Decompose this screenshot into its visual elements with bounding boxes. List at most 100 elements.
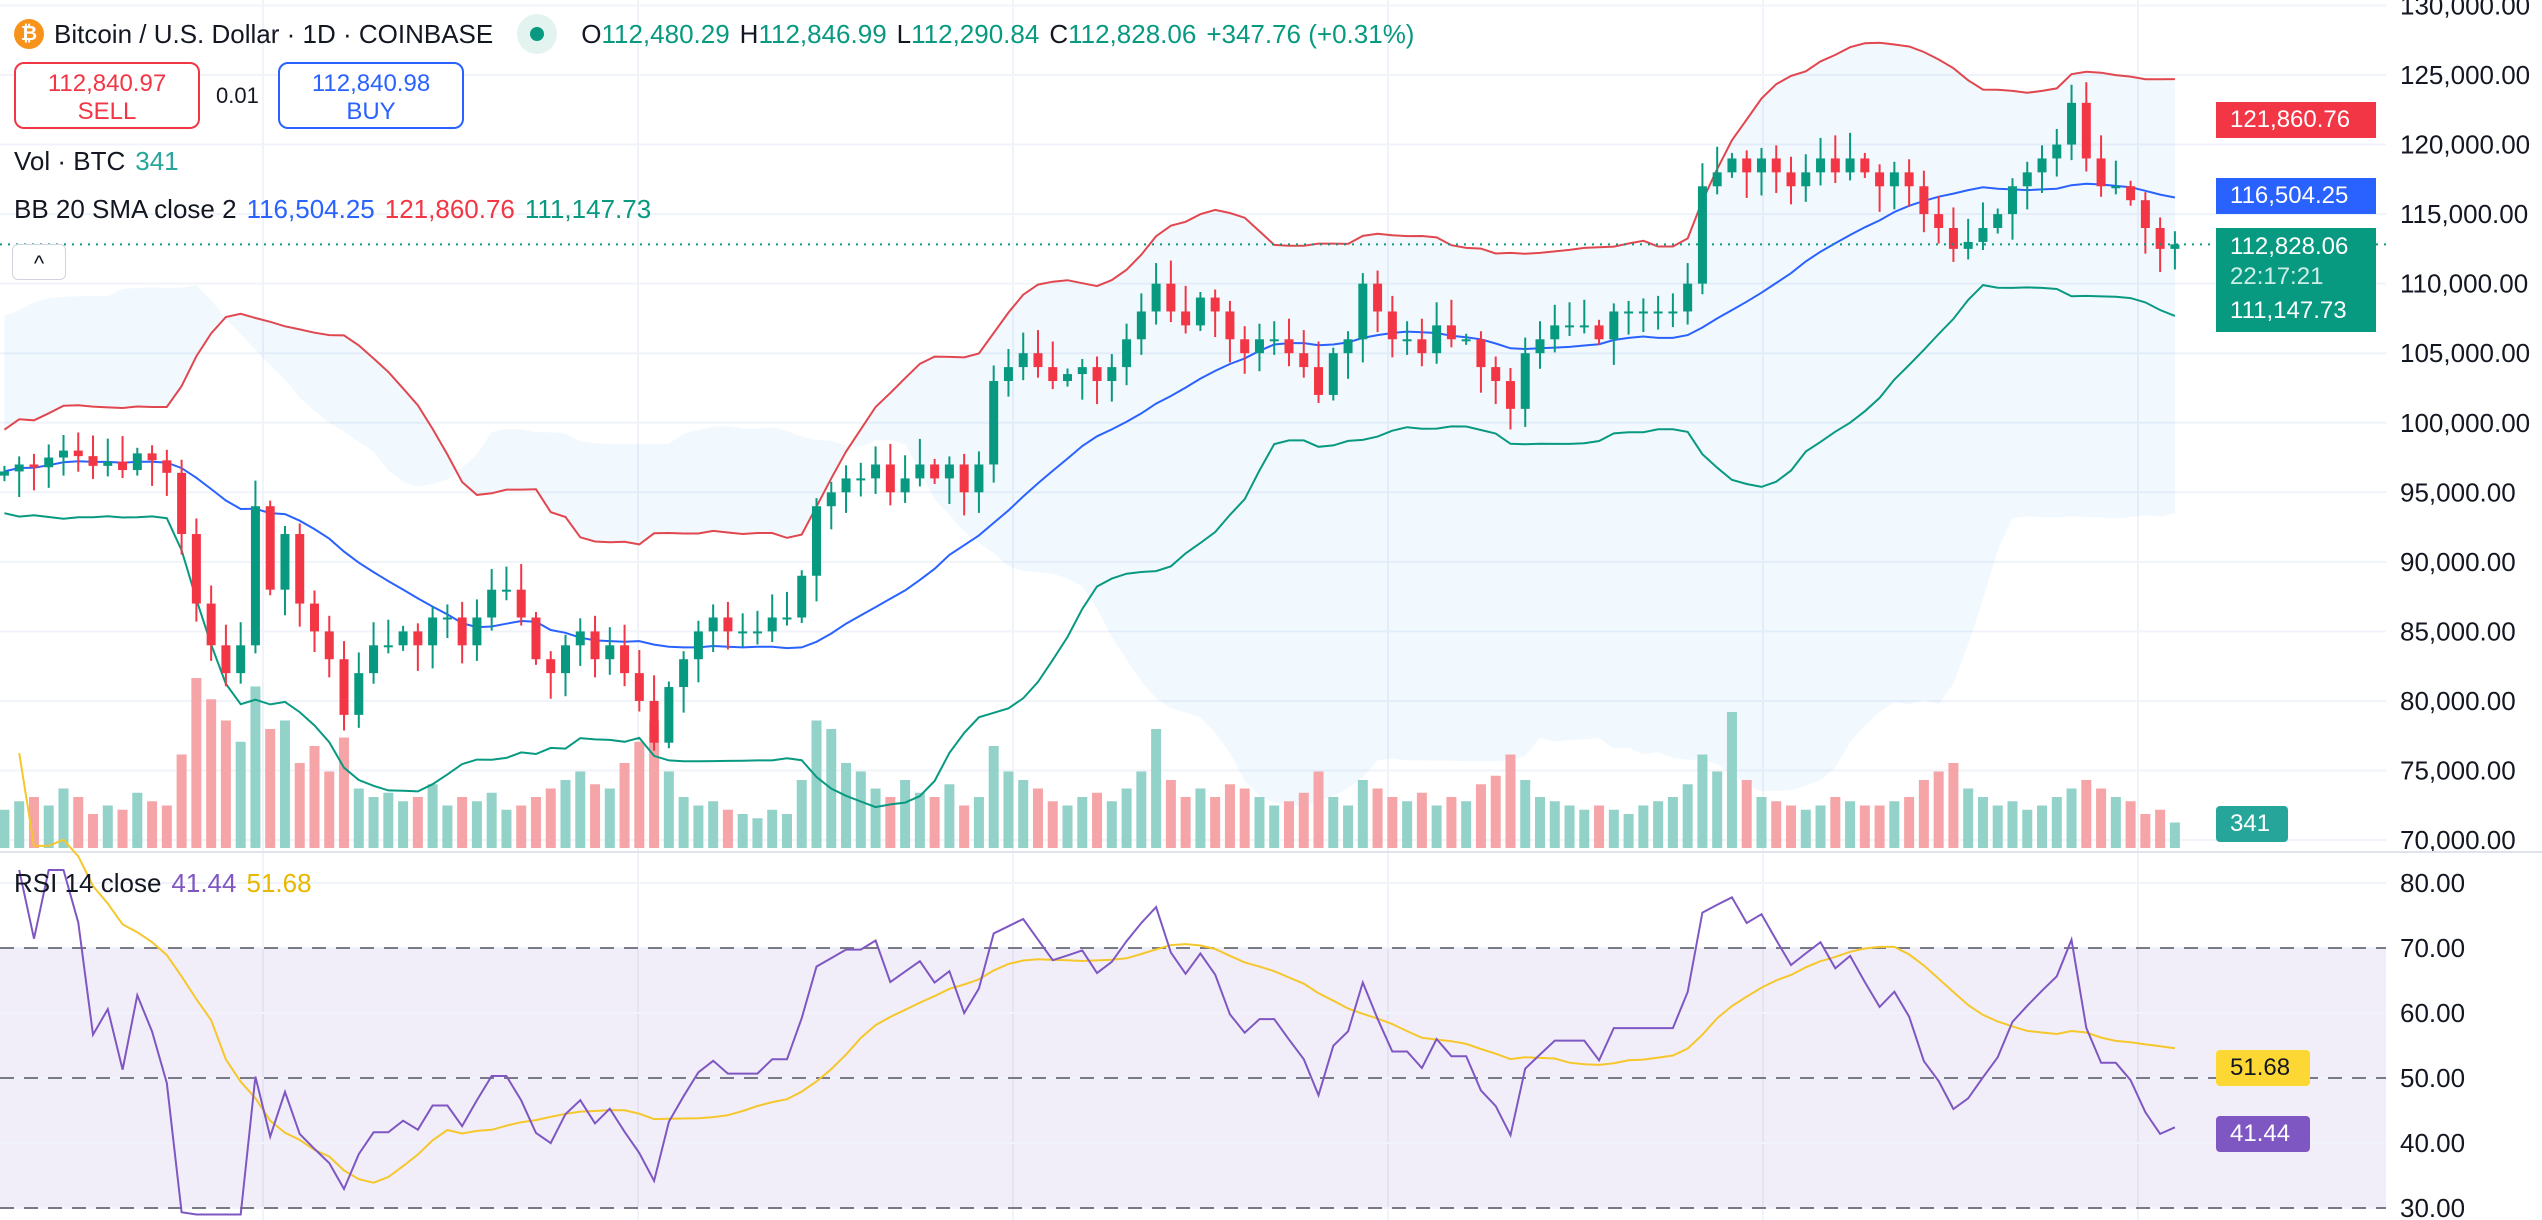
volume-bar [1313, 771, 1324, 848]
volume-bar [1151, 729, 1162, 848]
candle-body [1446, 325, 1456, 340]
price-axis-label: 130,000.00 [2400, 0, 2530, 20]
rsi-ma-tag: 51.68 [2216, 1050, 2310, 1086]
volume-bar [1077, 797, 1088, 848]
volume-bar [161, 805, 172, 848]
candle-body [103, 461, 113, 466]
change-value: +347.76 (+0.31%) [1206, 18, 1415, 49]
volume-bar [235, 741, 246, 848]
volume-bar [2066, 788, 2077, 848]
volume-bar [427, 784, 438, 848]
collapse-legend-button[interactable]: ^ [12, 244, 66, 280]
candle-body [236, 645, 246, 674]
candle-body [442, 617, 452, 620]
volume-bar [619, 763, 630, 848]
volume-bar [1845, 801, 1856, 848]
candle-body [1107, 367, 1117, 382]
volume-bar [250, 686, 261, 848]
volume-bar [1535, 797, 1545, 848]
volume-bar [870, 788, 881, 848]
candle-body [1978, 228, 1988, 242]
candle-body [206, 603, 216, 646]
volume-bar [220, 720, 231, 848]
candle-body [1299, 353, 1309, 368]
bb-upper-value: 121,860.76 [384, 194, 515, 224]
candle-body [1948, 228, 1958, 249]
price-axis-label: 70,000.00 [2400, 825, 2516, 855]
price-axis-label: 120,000.00 [2400, 130, 2530, 160]
candle-body [679, 659, 689, 688]
close-label: C [1049, 18, 1069, 49]
volume-bar [1195, 788, 1206, 848]
candle-body [221, 645, 231, 674]
candle-body [1210, 297, 1220, 312]
candle-body [1491, 367, 1501, 382]
rsi-label: RSI 14 close [14, 868, 162, 898]
sell-button[interactable]: 112,840.97 SELL [14, 62, 200, 129]
bb-label: BB 20 SMA close 2 [14, 194, 237, 224]
candle-body [177, 472, 187, 535]
candle-body [797, 575, 807, 618]
volume-bar [604, 788, 615, 848]
volume-bar [1712, 771, 1723, 848]
volume-bar [1667, 797, 1678, 848]
open-label: O [581, 18, 602, 49]
candle-body [885, 464, 895, 493]
buy-button[interactable]: 112,840.98 BUY [278, 62, 464, 129]
spread-value: 0.01 [216, 83, 259, 108]
candle-body [2126, 186, 2136, 201]
candle-body [1092, 367, 1102, 382]
symbol-title[interactable]: Bitcoin / U.S. Dollar · 1D · COINBASE [54, 18, 494, 49]
candle-body [531, 617, 541, 660]
volume-bar [1697, 754, 1708, 848]
candle-body [1579, 325, 1589, 328]
candle-body [620, 645, 630, 674]
candle-body [1166, 283, 1176, 312]
bar-countdown: 22:17:21 [2230, 263, 2324, 290]
candle-body [664, 687, 674, 743]
candle-body [1830, 158, 1840, 173]
price-axis-label: 90,000.00 [2400, 547, 2516, 577]
bitcoin-icon: ₿ [14, 19, 44, 49]
rsi-legend[interactable]: RSI 14 close 41.44 51.68 [14, 868, 312, 899]
candle-body [487, 589, 497, 618]
volume-bar [1032, 788, 1043, 848]
volume-bar [1918, 780, 1929, 848]
candle-body [1609, 311, 1619, 340]
candle-body [1018, 353, 1028, 368]
bb-legend[interactable]: BB 20 SMA close 2 116,504.25 121,860.76 … [14, 194, 651, 225]
volume-bar [811, 720, 822, 848]
candle-body [1963, 241, 1973, 249]
candle-body [1697, 186, 1707, 284]
candle-body [324, 631, 334, 660]
candle-body [738, 631, 748, 634]
candle-body [1934, 214, 1944, 229]
candle-body [1181, 311, 1191, 326]
volume-bar [1977, 797, 1988, 848]
volume-bar [1623, 814, 1634, 848]
volume-bar [1608, 809, 1619, 848]
volume-bar [43, 805, 54, 848]
volume-legend[interactable]: Vol · BTC 341 [14, 146, 179, 177]
candle-body [1919, 186, 1929, 215]
candle-body [457, 617, 467, 646]
price-axis-label: 75,000.00 [2400, 756, 2516, 786]
market-status-icon[interactable] [517, 14, 558, 54]
candle-body [516, 589, 526, 618]
candle-body [147, 453, 157, 461]
candle-body [723, 617, 733, 632]
volume-bar [900, 780, 911, 848]
volume-bar [1579, 809, 1590, 848]
volume-bar [737, 814, 748, 848]
candle-body [1195, 297, 1205, 326]
bb-basis-value: 116,504.25 [246, 194, 375, 224]
volume-bar [1387, 797, 1398, 848]
candle-body [2111, 186, 2121, 189]
volume-bar [988, 746, 999, 848]
candle-body [472, 617, 482, 646]
candle-body [88, 456, 98, 466]
volume-bar [722, 809, 733, 848]
candle-body [265, 506, 275, 590]
price-axis-label: 95,000.00 [2400, 477, 2516, 507]
